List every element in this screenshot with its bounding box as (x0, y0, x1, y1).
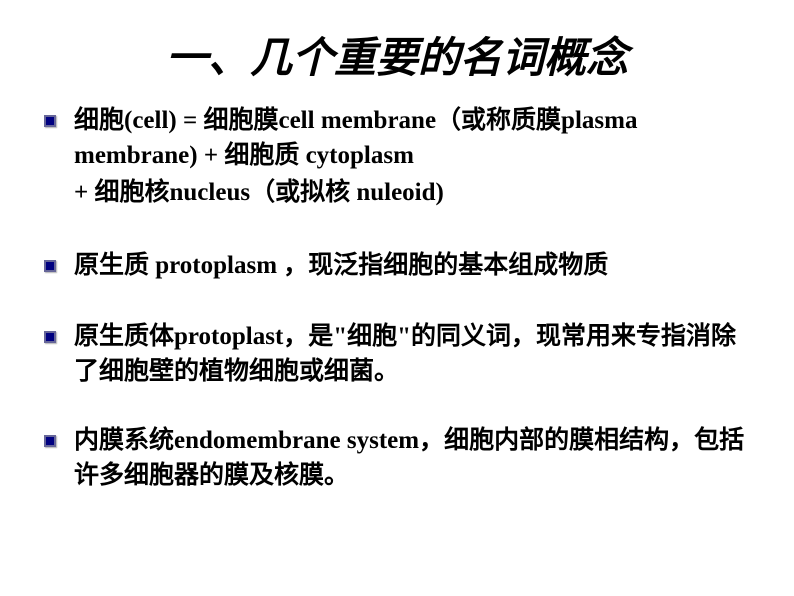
bullet-icon (44, 331, 56, 343)
item-text: 细胞(cell) = 细胞膜cell membrane（或称质膜plasma m… (74, 107, 637, 169)
list-item: 原生质体protoplast，是"细胞"的同义词，现常用来专指消除了细胞壁的植物… (42, 319, 752, 389)
item-text: 原生质 protoplasm ，现泛指细胞的基本组成物质 (74, 252, 608, 279)
slide-body: 细胞(cell) = 细胞膜cell membrane（或称质膜plasma m… (42, 103, 752, 493)
bullet-icon (44, 115, 56, 127)
bullet-icon (44, 260, 56, 272)
slide-title: 一、几个重要的名词概念 (42, 24, 752, 85)
item-text-cont: + 细胞核nucleus（或拟核 nuleoid) (74, 179, 444, 206)
item-text: 原生质体protoplast，是"细胞"的同义词，现常用来专指消除了细胞壁的植物… (74, 323, 736, 385)
list-item: 细胞(cell) = 细胞膜cell membrane（或称质膜plasma m… (42, 103, 752, 173)
list-item: 原生质 protoplasm ，现泛指细胞的基本组成物质 (42, 248, 752, 283)
item-continuation: + 细胞核nucleus（或拟核 nuleoid) (42, 175, 752, 210)
list-item: 内膜系统endomembrane system，细胞内部的膜相结构，包括许多细胞… (42, 423, 752, 493)
bullet-icon (44, 435, 56, 447)
item-text: 内膜系统endomembrane system，细胞内部的膜相结构，包括许多细胞… (74, 427, 744, 489)
